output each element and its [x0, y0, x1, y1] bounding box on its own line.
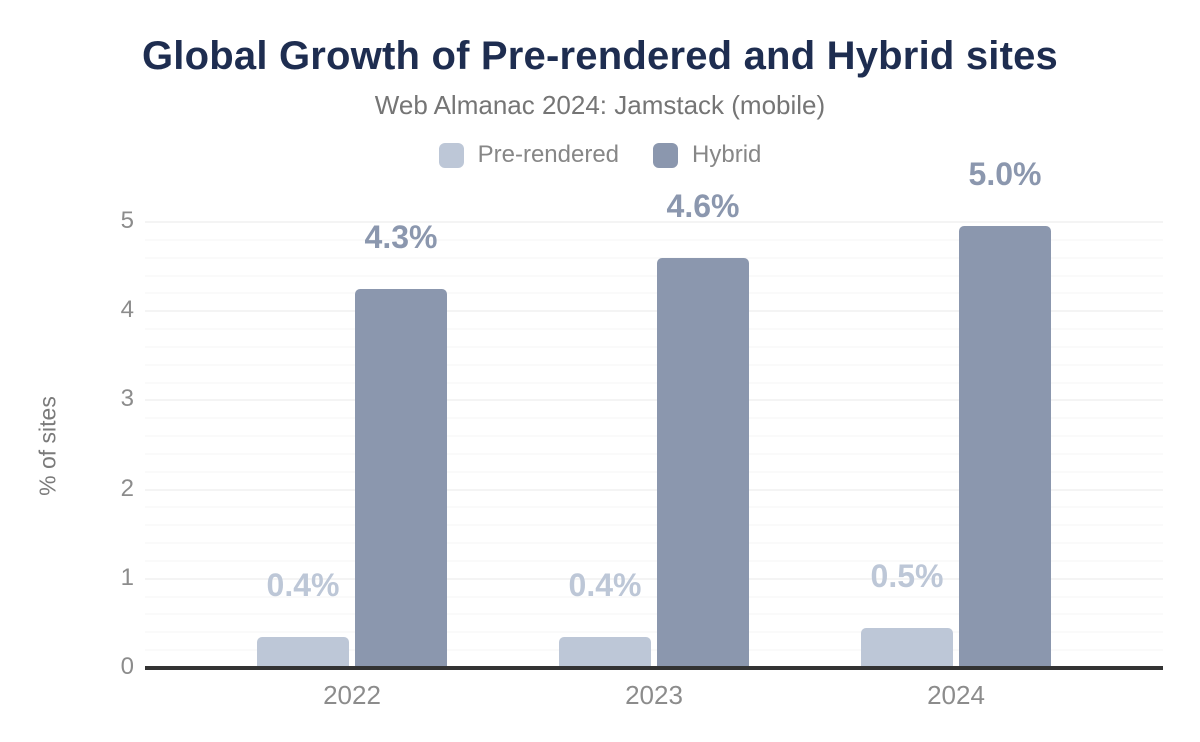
minor-gridline — [145, 542, 1163, 544]
minor-gridline — [145, 292, 1163, 294]
bar-group-2023: 0.4% 4.6% 2023 — [559, 190, 749, 710]
minor-gridline — [145, 435, 1163, 437]
minor-gridline — [145, 328, 1163, 330]
minor-gridline — [145, 364, 1163, 366]
bar-pre-rendered-2023[interactable]: 0.4% — [559, 569, 651, 668]
minor-gridline — [145, 506, 1163, 508]
bar-value-label: 4.3% — [364, 218, 438, 255]
legend-item-pre-rendered[interactable]: Pre-rendered — [438, 141, 620, 169]
y-tick-label: 0 — [120, 653, 134, 680]
chart-subtitle: Web Almanac 2024: Jamstack (mobile) — [374, 90, 826, 120]
minor-gridline — [145, 613, 1163, 615]
legend: Pre-rendered Hybrid — [0, 141, 1200, 169]
bar-groups: 0.4% 4.3% 2022 0.4% 4.6% 2023 0.5% 5.0% 2024 — [145, 158, 1163, 710]
bar-hybrid-2024[interactable]: 5.0% — [959, 158, 1051, 668]
bar-hybrid-2022[interactable]: 4.3% — [355, 221, 447, 668]
minor-gridline — [145, 560, 1163, 562]
bar-value-label: 0.4% — [568, 566, 642, 603]
chart-title: Global Growth of Pre-rendered and Hybrid… — [141, 34, 1059, 78]
legend-item-hybrid[interactable]: Hybrid — [653, 141, 761, 169]
bar-pre-rendered-2024[interactable]: 0.5% — [861, 560, 953, 668]
y-axis-title: % of sites — [34, 396, 61, 496]
bar-pre-rendered-2022[interactable]: 0.4% — [257, 569, 349, 668]
bar-value-label: 5.0% — [968, 156, 1042, 193]
minor-gridline — [145, 471, 1163, 473]
bar-value-label: 0.4% — [266, 566, 340, 603]
x-tick-label: 2022 — [323, 680, 381, 710]
minor-gridline — [145, 382, 1163, 384]
bar-group-2022: 0.4% 4.3% 2022 — [257, 221, 447, 710]
y-tick-label: 4 — [120, 296, 134, 324]
legend-label: Hybrid — [692, 141, 762, 168]
bar-group-2024: 0.5% 5.0% 2024 — [861, 158, 1051, 710]
major-gridline — [145, 399, 1163, 401]
bar-value-label: 0.5% — [870, 557, 944, 594]
plot-area: 0.4% 4.3% 2022 0.4% 4.6% 2023 0.5% 5.0% 2024 0 1 2… — [121, 158, 1163, 710]
x-tick-label: 2024 — [927, 680, 985, 710]
minor-gridline — [145, 275, 1163, 277]
bar-value-label: 4.6% — [666, 187, 740, 224]
bar-hybrid-2023[interactable]: 4.6% — [657, 190, 749, 668]
minor-gridline — [145, 631, 1163, 633]
minor-gridline — [145, 257, 1163, 259]
minor-gridline — [145, 649, 1163, 651]
y-tick-label: 3 — [120, 385, 134, 413]
legend-swatch-icon — [438, 142, 464, 168]
y-tick-label: 1 — [120, 563, 134, 591]
legend-label: Pre-rendered — [477, 141, 620, 168]
major-gridline — [145, 310, 1163, 312]
minor-gridline — [145, 239, 1163, 241]
x-tick-label: 2023 — [625, 680, 683, 710]
minor-gridline — [145, 346, 1163, 348]
y-tick-label: 2 — [120, 474, 134, 502]
major-gridline — [145, 221, 1163, 223]
legend-swatch-icon — [653, 142, 679, 168]
minor-gridline — [145, 453, 1163, 455]
minor-gridline — [145, 596, 1163, 598]
major-gridline — [145, 489, 1163, 491]
x-axis-line — [145, 666, 1163, 670]
major-gridline — [145, 578, 1163, 580]
minor-gridline — [145, 417, 1163, 419]
y-tick-label: 5 — [120, 207, 134, 234]
minor-gridline — [145, 524, 1163, 526]
